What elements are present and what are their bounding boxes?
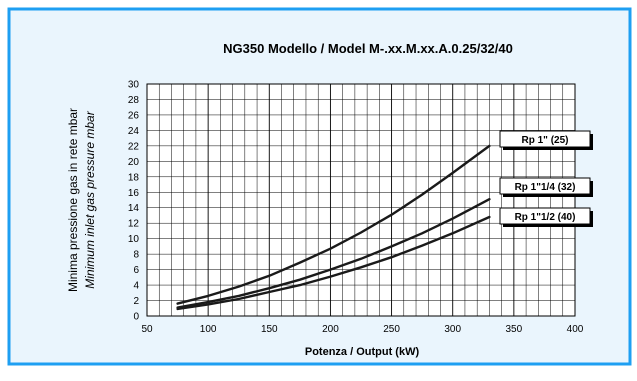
y-tick-label: 2 [133,296,139,307]
y-tick-label: 20 [128,157,140,168]
x-tick-label: 300 [444,324,461,335]
series-labels: Rp 1" (25) Rp 1"1/4 (32) Rp 1"1/2 (40) [499,130,593,227]
y-tick-label: 28 [128,95,140,106]
series-label-box [499,130,591,148]
y-tick-label: 24 [128,126,140,137]
series-label: Rp 1" (25) [522,135,569,146]
series-line [176,197,491,309]
x-tick-label: 200 [322,324,339,335]
y-tick-label: 14 [128,203,140,214]
y-axis-label-english: Minimum inlet gas pressure mbar [83,110,97,288]
series-label: Rp 1"1/2 (40) [515,212,576,223]
plot-area [147,84,575,316]
x-tick-label: 50 [141,324,153,335]
series-label: Rp 1"1/4 (32) [515,182,576,193]
y-tick-label: 22 [128,141,140,152]
series-label-box [499,177,591,195]
y-tick-label: 4 [133,281,139,292]
y-tick-label: 30 [128,80,140,91]
y-tick-label: 18 [128,172,140,183]
y-axis-label: Minima pressione gas in rete mbar [66,108,80,292]
x-tick-label: 150 [261,324,278,335]
x-tick-label: 400 [567,324,584,335]
y-tick-label: 8 [133,250,139,261]
y-tick-label: 0 [133,312,139,323]
series-line [176,144,491,305]
chart-title: NG350 Modello / Model M-.xx.M.xx.A.0.25/… [223,41,513,56]
series-label-box [499,207,591,225]
y-tick-label: 26 [128,110,140,121]
y-tick-label: 10 [128,234,140,245]
y-tick-label: 6 [133,265,139,276]
y-tick-label: 12 [128,219,140,230]
x-tick-labels: 50 100 150 200 250 300 350 400 [141,324,583,335]
series-curves [176,144,491,311]
series-line [176,215,491,311]
x-axis-label: Potenza / Output (kW) [305,346,420,358]
x-tick-label: 350 [506,324,523,335]
plot-frame [146,83,576,317]
plot-grid [146,83,576,317]
x-tick-label: 100 [200,324,217,335]
y-tick-label: 16 [128,188,140,199]
x-tick-label: 250 [383,324,400,335]
